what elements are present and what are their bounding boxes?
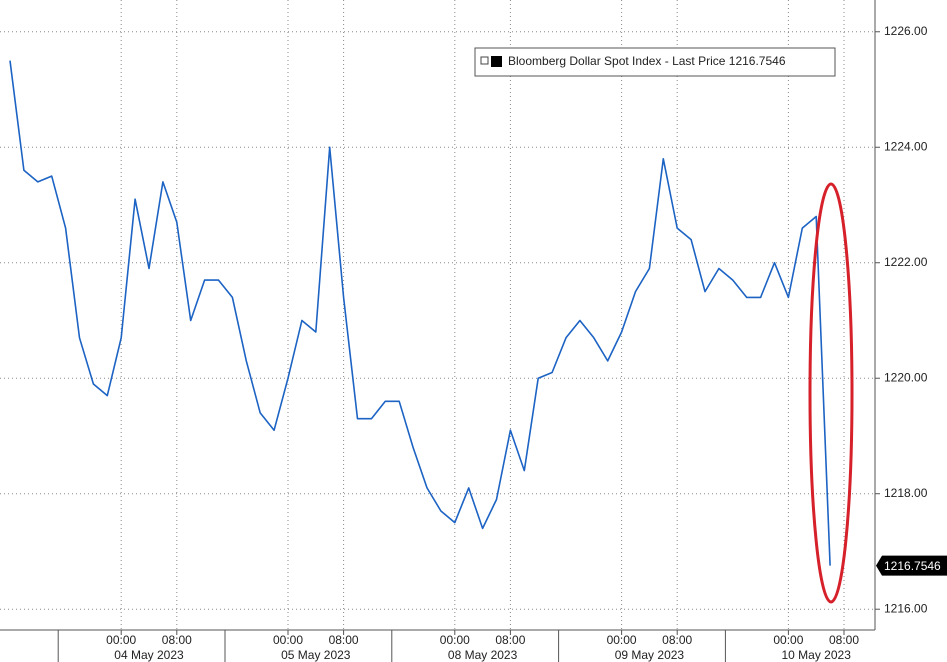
y-tick-label: 1216.00 [884, 601, 928, 615]
x-tick-label: 08:00 [162, 633, 192, 647]
y-tick-label: 1218.00 [884, 486, 928, 500]
legend-toggle [480, 56, 489, 65]
x-date-label: 10 May 2023 [782, 648, 852, 662]
y-tick-label: 1220.00 [884, 370, 928, 384]
legend-swatch [491, 56, 502, 67]
x-date-label: 05 May 2023 [281, 648, 351, 662]
x-tick-label: 00:00 [106, 633, 136, 647]
y-tick-label: 1224.00 [884, 139, 928, 153]
data-layer [9, 60, 831, 566]
grid-layer [0, 0, 875, 630]
x-tick-label: 00:00 [607, 633, 637, 647]
last-price-label: 1216.7546 [884, 559, 941, 573]
x-tick-label: 00:00 [773, 633, 803, 647]
x-tick-label: 00:00 [440, 633, 470, 647]
axis-layer: 1216.00 1218.00 1220.00 1222.00 1224.00 1226.… [57, 24, 947, 662]
x-tick-label: 08:00 [495, 633, 525, 647]
x-date-label: 04 May 2023 [114, 648, 184, 662]
price-line [9, 60, 831, 566]
x-tick-label: 08:00 [662, 633, 692, 647]
highlight-ellipse [808, 182, 854, 604]
y-tick-label: 1226.00 [884, 24, 928, 38]
x-tick-label: 00:00 [273, 633, 303, 647]
legend-box [474, 47, 836, 77]
x-date-label: 09 May 2023 [615, 648, 685, 662]
y-tick-label: 1222.00 [884, 255, 928, 269]
x-date-label: 08 May 2023 [448, 648, 518, 662]
legend-series-name: Bloomberg Dollar Spot Index - Last Price [508, 54, 726, 68]
x-tick-label: 08:00 [329, 633, 359, 647]
legend-text: Bloomberg Dollar Spot Index - Last Price… [508, 54, 786, 68]
legend: Bloomberg Dollar Spot Index - Last Price… [474, 47, 836, 77]
legend-last-value: 1216.7546 [729, 54, 786, 68]
x-tick-label: 08:00 [829, 633, 859, 647]
last-price-tag [876, 555, 947, 576]
